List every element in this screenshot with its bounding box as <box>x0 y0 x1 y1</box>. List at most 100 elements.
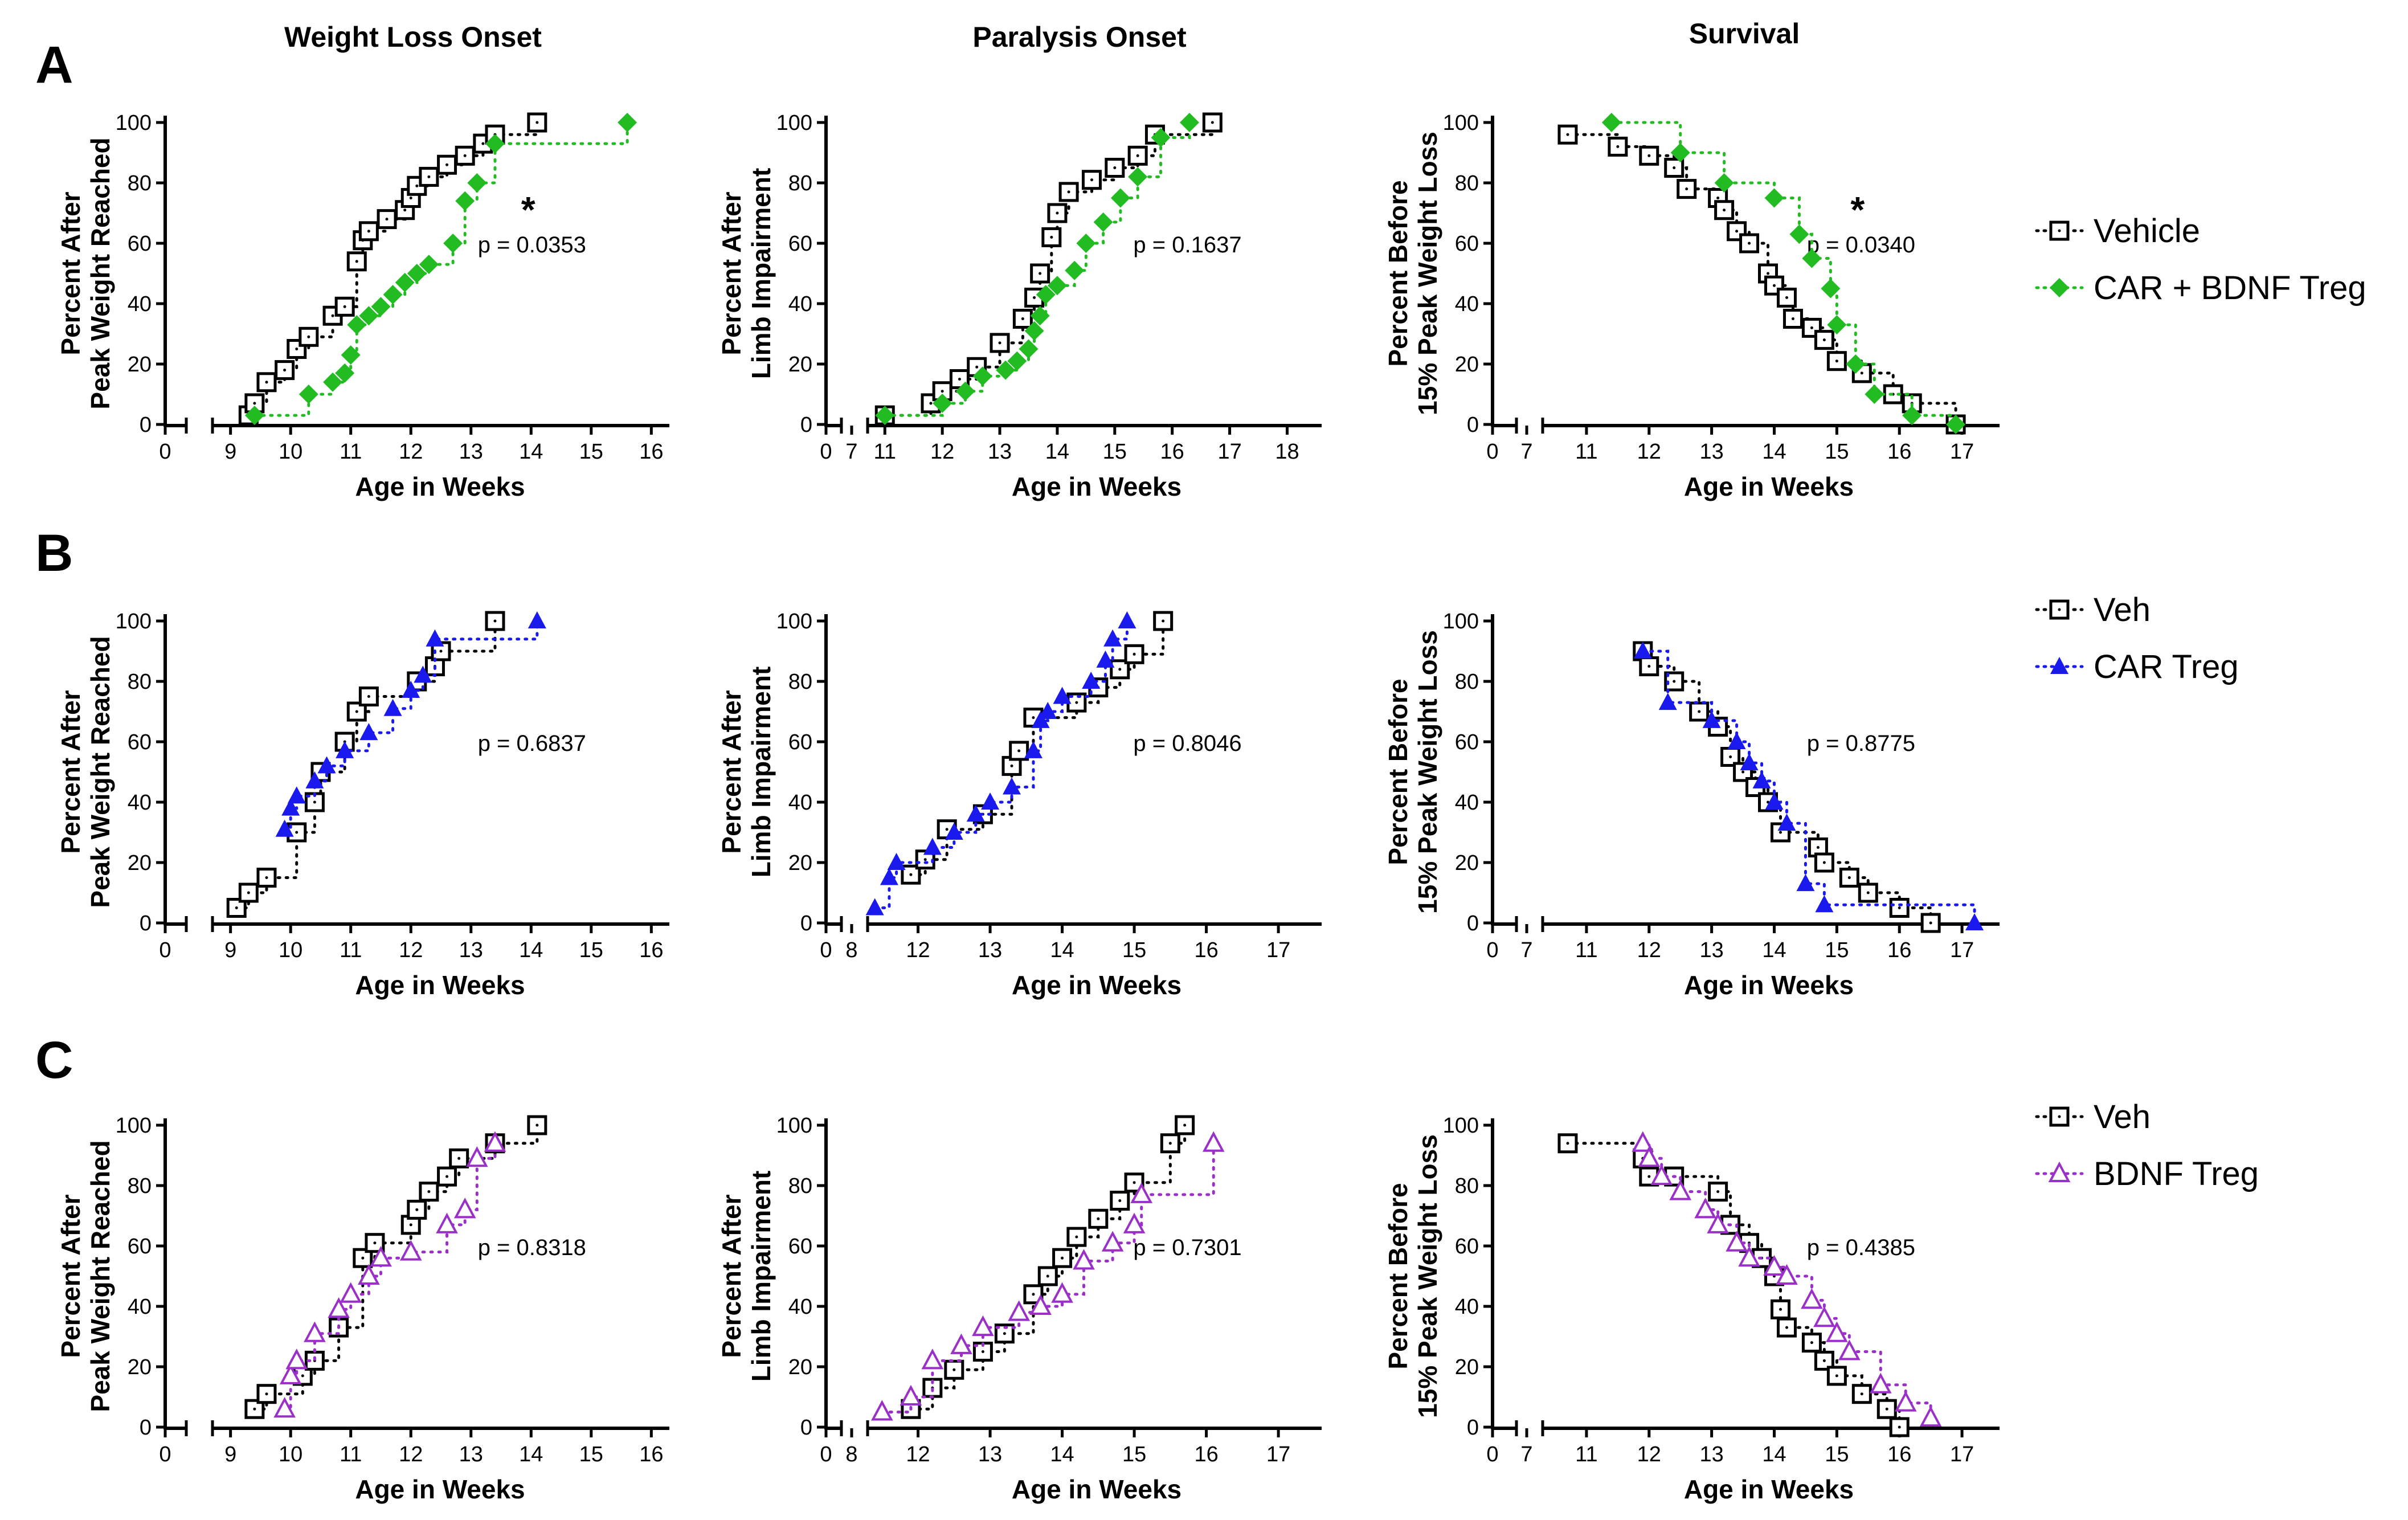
panel-a-survival-xtick-label: 0 <box>1486 440 1498 464</box>
panel-a-paralysis-ytick-label: 60 <box>788 232 812 256</box>
panel-b-weight-loss-series-1-point <box>281 798 300 816</box>
panel-c-survival-series-1-point <box>1738 1245 1760 1267</box>
panel-b-survival-series-1-point <box>1752 771 1771 788</box>
panel-c-weight-loss-xtick-label: 16 <box>639 1443 663 1466</box>
panel-c-paralysis-series-0-point-center <box>1075 1235 1078 1239</box>
panel-c-survival-series-0-point-center <box>1785 1326 1788 1329</box>
panel-a-weight-loss-series-0-point-center <box>253 402 256 405</box>
panel-b-weight-loss-series-0-point-center <box>439 649 443 653</box>
panel-a-paralysis-ytick-label: 40 <box>788 292 812 316</box>
panel-a-survival-series-0-point-center <box>1810 326 1813 329</box>
panel-b-weight-loss-series-0-point-center <box>493 619 497 623</box>
panel-c-weight-loss-x-label: Age in Weeks <box>355 1474 525 1504</box>
panel-b-weight-loss-xtick-label: 10 <box>279 938 302 962</box>
panel-c-weight-loss-xtick-label: 10 <box>279 1443 302 1466</box>
panel-c-survival-series-1-point <box>1707 1212 1729 1233</box>
panel-b-survival-xtick-label: 15 <box>1825 938 1849 962</box>
panel-c-survival-xtick-label: 17 <box>1950 1443 1974 1466</box>
panel-c-paralysis-series-0-point-center <box>952 1368 956 1371</box>
panel-a-survival-x-label: Age in Weeks <box>1684 472 1854 501</box>
panel-a-paralysis-series-0 <box>874 112 1223 426</box>
panel-a-weight-loss-series-0-point-center <box>385 218 389 221</box>
panel-a-weight-loss-series-1-point <box>359 306 379 326</box>
panel-c-survival-series-0-point-center <box>1898 1425 1901 1429</box>
panel-b-paralysis-series-0-point-center <box>1032 716 1035 720</box>
panel-c-weight-loss-series-1-point <box>484 1131 506 1152</box>
panel-a-weight-loss-series-0-point-center <box>427 175 431 178</box>
panel-c-weight-loss-series-1-point <box>304 1321 326 1342</box>
panel-c-paralysis-series-1-point <box>1202 1131 1225 1152</box>
panel-a-weight-loss-xtick-label: 11 <box>340 440 362 464</box>
panel-c-paralysis-series-0-point-center <box>1183 1123 1187 1127</box>
panel-b-survival-xtick-label: 0 <box>1486 938 1498 962</box>
panel-b-weight-loss-series-1-point <box>305 771 324 788</box>
panel-a-weight-loss-series-0 <box>238 112 547 426</box>
panel-a-weight-loss-series-1-point <box>371 297 391 317</box>
panel-c-paralysis-xtick-label: 17 <box>1266 1443 1290 1466</box>
panel-b-paralysis-series-0-point <box>901 864 921 885</box>
panel-c-weight-loss-series-0-point <box>256 1384 277 1404</box>
panel-c-survival-series-1-point <box>1776 1264 1798 1285</box>
panel-a-survival-series-1-point <box>1846 354 1866 374</box>
panel-b-weight-loss-series-1-point <box>287 786 306 804</box>
panel-b-survival-series-0-point-center <box>1847 876 1851 879</box>
panel-b-weight-loss-xtick-label: 14 <box>519 938 543 962</box>
panel-a-paralysis-series-1-point <box>1076 234 1096 253</box>
panel-b-survival-series-0 <box>1633 641 1941 933</box>
panel-a-weight-loss-series-1-point <box>467 173 487 193</box>
panel-c-survival-series-1-point <box>1869 1372 1892 1394</box>
panel-b-survival-series-0-point-center <box>1816 846 1820 849</box>
panel-c-weight-loss-y-label: Percent AfterPeak Weight Reached <box>56 1140 115 1412</box>
panel-a-weight-loss-ytick-label: 60 <box>128 232 152 256</box>
panel-b-paralysis-series-0-point-center <box>1133 652 1136 656</box>
panel-b-survival-series-1-point <box>1633 641 1652 659</box>
panel-b-survival-series-0-line <box>1641 649 1932 925</box>
panel-b-survival-xtick-label: 14 <box>1762 938 1786 962</box>
panel-b-survival-series-0-point-center <box>1866 891 1870 894</box>
panel-c-paralysis-series-1-point <box>950 1333 972 1354</box>
panel-c-paralysis-series-0-point <box>1124 1172 1144 1193</box>
panel-a-survival-ytick-label: 60 <box>1455 232 1479 256</box>
panel-a-survival-series-0-point-center <box>1785 296 1788 299</box>
panel-c-survival-series-0-point-center <box>1779 1307 1782 1311</box>
panel-a-paralysis-series-1-point <box>1128 167 1148 187</box>
panel-b-weight-loss-p-value: p = 0.6837 <box>478 731 586 756</box>
panel-c-survival-series-0-point-center <box>1860 1392 1863 1396</box>
panel-a-weight-loss-series-1-point <box>347 315 367 335</box>
panel-b-survival-series-1-point <box>1965 913 1984 930</box>
panel-b-weight-loss-series-0-point-center <box>247 891 250 894</box>
panel-a-weight-loss-series-0-point-center <box>367 230 370 233</box>
panel-a-paralysis-series-1-point <box>972 366 992 386</box>
legend-marker <box>2048 1161 2071 1182</box>
panel-c-survival-ytick-label: 20 <box>1455 1355 1479 1379</box>
panel-a-weight-loss-series-1-point <box>618 113 637 132</box>
panel-a-survival-series-1-point <box>1821 279 1841 299</box>
panel-b-weight-loss-xtick-label: 11 <box>340 938 362 962</box>
panel-a-paralysis-series-0-point-center <box>1021 317 1024 320</box>
panel-c-paralysis-series-0-point-center <box>981 1350 984 1353</box>
legend-a: Vehicle CAR + BDNF Treg <box>2035 213 2366 307</box>
panel-a-paralysis-y-label: Percent AfterLimb Impairment <box>717 168 776 379</box>
legends: Vehicle CAR + BDNF Treg Veh CAR Treg Veh BDNF… <box>2035 213 2366 1192</box>
panel-c-weight-loss-series-0-point-center <box>253 1407 256 1411</box>
panel-a-paralysis-series-1-point <box>1093 212 1113 232</box>
panel-a-weight-loss-xtick-label: 9 <box>224 440 236 464</box>
panel-c-weight-loss-xtick-label: 11 <box>340 1443 362 1466</box>
panel-a-survival-series-0-point-center <box>1735 230 1739 233</box>
panel-a-survival-series-1-point <box>1670 143 1690 162</box>
panel-c-paralysis-series-1-point <box>1073 1249 1095 1270</box>
legend-b: Veh CAR Treg <box>2035 591 2239 685</box>
panel-c-survival-series-0-point-center <box>1810 1341 1813 1345</box>
panel-c-survival-series-1-point <box>1919 1405 1942 1427</box>
column-title-paralysis: Paralysis Onset <box>972 21 1187 53</box>
panel-c-survival-xtick-label: 7 <box>1520 1443 1532 1466</box>
legend-entry: CAR Treg <box>2035 648 2239 685</box>
panel-a-paralysis-xtick-label: 14 <box>1045 440 1069 464</box>
panel-a-survival-series-0-point <box>1677 179 1697 199</box>
panel-b-paralysis-series-1-point <box>1118 611 1136 628</box>
panel-a-weight-loss: 0 20 40 60 80 100 0 9 10 11 12 13 14 15 16 Age in Weeks… <box>56 111 669 501</box>
panel-c-weight-loss-ytick-label: 0 <box>140 1416 152 1440</box>
